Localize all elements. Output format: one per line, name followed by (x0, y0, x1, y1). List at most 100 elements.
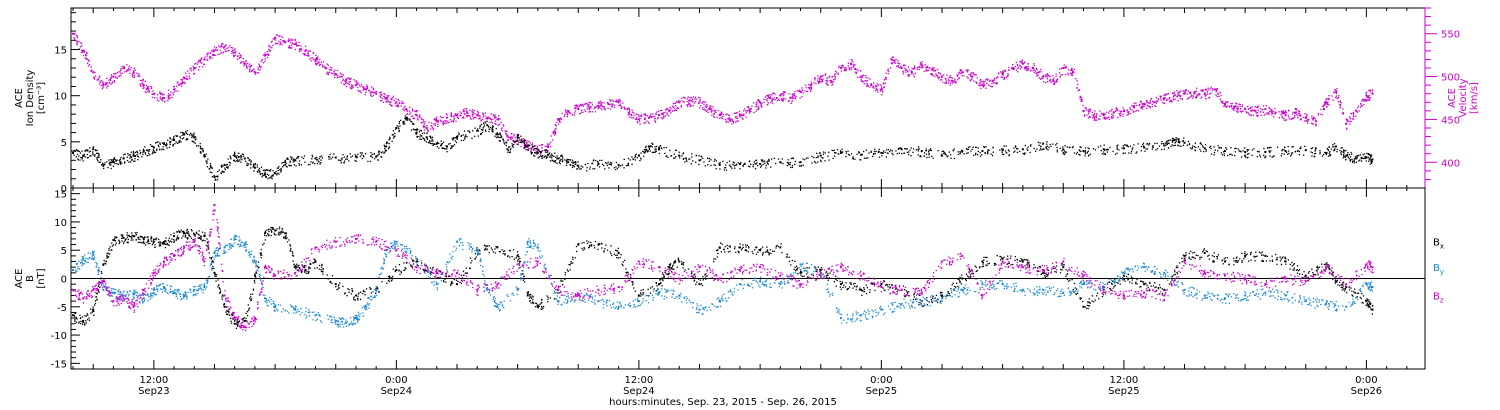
bz-point (1365, 263, 1368, 266)
by-point (698, 308, 701, 311)
x-tick-day-label: Sep23 (138, 386, 170, 397)
bz-point (354, 237, 357, 240)
velocity-axis-label: Velocity (1458, 78, 1469, 117)
by-point (314, 314, 317, 317)
density-point (435, 142, 438, 145)
density-point (839, 151, 842, 154)
bz-point (102, 280, 105, 283)
velocity-point (829, 79, 832, 82)
bx-point (1203, 252, 1206, 255)
time-axis: 12:00Sep230:00Sep2412:00Sep240:00Sep2512… (72, 8, 1408, 397)
bx-point (617, 252, 620, 255)
velocity-point (1052, 79, 1055, 81)
velocity-point (930, 68, 933, 71)
velocity-point (587, 105, 590, 108)
velocity-point (324, 67, 327, 69)
by-point (1102, 285, 1105, 288)
x-tick-time-label: 0:00 (385, 375, 407, 386)
magnetic-field-panel: -15 -10 -5 0 5 10 15 ACE B [nT] Bx By Bz (14, 187, 1444, 370)
bz-point (223, 294, 226, 297)
density-scatter-cloud (73, 115, 1373, 181)
by-point (365, 305, 368, 308)
by-point (264, 297, 267, 300)
density-point (617, 163, 620, 166)
density-point (738, 163, 741, 165)
velocity-point (749, 108, 752, 111)
by-point (233, 237, 236, 240)
by-point (779, 283, 782, 286)
bz-point (1304, 280, 1307, 283)
bz-point (1102, 288, 1105, 291)
x-tick-day-label: Sep26 (1351, 386, 1383, 397)
bx-point (213, 271, 216, 274)
velocity-point (466, 111, 469, 114)
density-point (132, 154, 135, 157)
density-point (92, 148, 95, 151)
bz-point (779, 274, 782, 277)
velocity-point (264, 54, 267, 57)
density-point (152, 146, 155, 149)
density-point (557, 157, 560, 160)
by-point (1143, 266, 1146, 269)
velocity-point (789, 97, 792, 99)
bz-point (435, 271, 438, 274)
velocity-point (678, 101, 681, 104)
velocity-point (1314, 120, 1317, 123)
x-tick-day-label: Sep25 (1108, 386, 1140, 397)
density-point (72, 151, 75, 154)
velocity-point (1335, 91, 1338, 93)
density-point (759, 163, 762, 165)
bz-point (264, 266, 267, 269)
by-point (1244, 294, 1247, 297)
by-point (1365, 283, 1368, 286)
bx-point (102, 263, 105, 266)
density-point (567, 161, 570, 164)
by-point (203, 285, 206, 288)
density-point (637, 154, 640, 157)
density-point (1223, 150, 1226, 153)
by-point (738, 283, 741, 286)
legend-bx: Bx (1433, 238, 1444, 251)
b-axis-label: ACE (14, 269, 25, 289)
density-point (1042, 142, 1045, 145)
velocity-point (698, 101, 701, 104)
b-tick-label: 0 (61, 275, 67, 286)
bz-point (678, 277, 681, 280)
bz-point (637, 260, 640, 263)
density-point (941, 154, 944, 157)
velocity-point (365, 88, 368, 91)
bx-point (1365, 300, 1368, 303)
velocity-point (92, 71, 95, 74)
b-tick-label: 15 (54, 190, 67, 201)
velocity-point (708, 108, 711, 111)
bz-point (1163, 294, 1166, 297)
velocity-point (961, 71, 964, 74)
density-point (243, 157, 246, 160)
bz-point (233, 317, 236, 320)
density-point (425, 136, 428, 139)
bx-point (1082, 305, 1085, 308)
velocity-point (395, 101, 398, 104)
by-point (223, 246, 226, 249)
by-point (597, 300, 600, 303)
by-point (102, 288, 105, 291)
bx-point (759, 249, 762, 252)
by-point (860, 314, 863, 317)
bz-point (213, 203, 216, 206)
by-point (900, 302, 903, 305)
velocity-point (1193, 91, 1196, 93)
by-point (193, 288, 196, 291)
density-point (274, 172, 277, 175)
velocity-point (1122, 109, 1125, 112)
bx-point (82, 319, 85, 322)
velocity-point (496, 118, 499, 121)
bz-point (112, 300, 115, 303)
velocity-point (375, 92, 378, 95)
by-point (1163, 271, 1166, 274)
by-point (1345, 305, 1348, 308)
velocity-point (233, 51, 236, 54)
x-tick-day-label: Sep24 (623, 386, 655, 397)
density-point (1203, 147, 1206, 150)
density-point (536, 151, 539, 154)
